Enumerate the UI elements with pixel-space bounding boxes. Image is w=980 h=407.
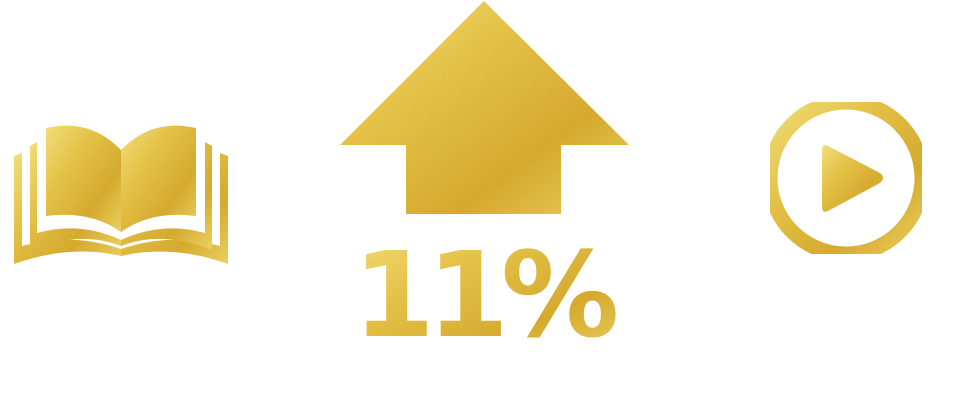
up-arrow-icon <box>340 1 629 214</box>
play-circle-icon <box>762 94 930 262</box>
stat-value: 11% <box>353 226 616 364</box>
open-book-icon <box>14 125 228 264</box>
